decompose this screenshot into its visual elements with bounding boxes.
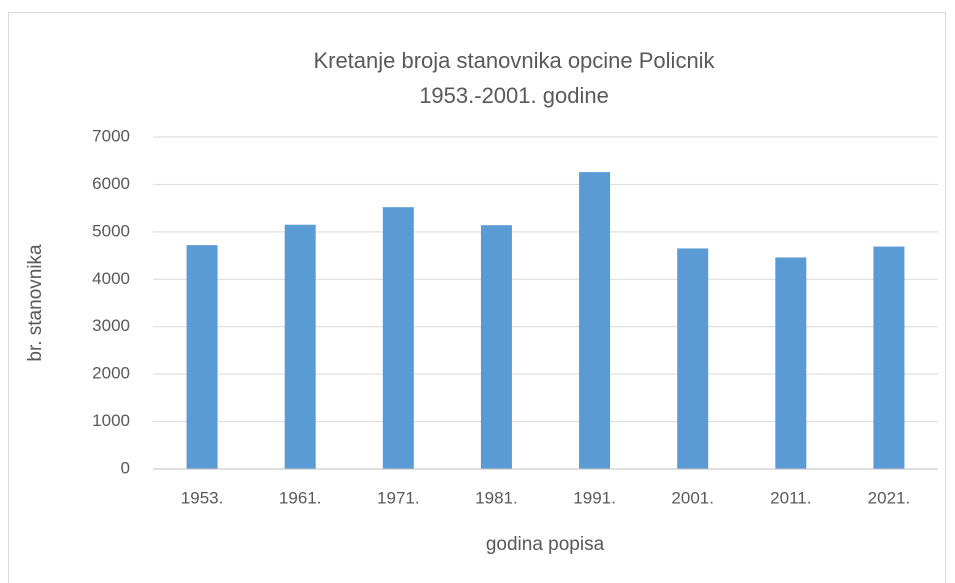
bar [284, 224, 316, 469]
x-tick-label: 1981. [475, 488, 518, 507]
chart-title: 1953.-2001. godine [419, 83, 609, 108]
y-tick-label: 4000 [92, 269, 130, 288]
y-tick-label: 3000 [92, 316, 130, 335]
x-tick-label: 1971. [377, 488, 420, 507]
x-tick-label: 1961. [279, 488, 322, 507]
y-tick-label: 6000 [92, 174, 130, 193]
chart-title: Kretanje broja stanovnika opcine Policni… [313, 48, 715, 73]
x-tick-label: 1991. [573, 488, 616, 507]
bar [579, 172, 611, 469]
bar [480, 225, 512, 469]
x-tick-label: 2001. [671, 488, 714, 507]
x-tick-label: 1953. [181, 488, 224, 507]
y-tick-label: 5000 [92, 221, 130, 240]
bar [677, 248, 709, 469]
y-tick-label: 0 [121, 458, 130, 477]
y-tick-label: 2000 [92, 364, 130, 383]
bar [775, 257, 807, 469]
bar [186, 245, 218, 469]
x-tick-label: 2021. [868, 488, 911, 507]
y-axis-title: br. stanovnika [25, 244, 46, 362]
bar [873, 246, 905, 469]
x-axis-title: godina popisa [486, 534, 605, 555]
y-tick-label: 1000 [92, 411, 130, 430]
x-tick-label: 2011. [770, 488, 811, 507]
y-tick-label: 7000 [92, 126, 130, 145]
bar [382, 207, 414, 470]
